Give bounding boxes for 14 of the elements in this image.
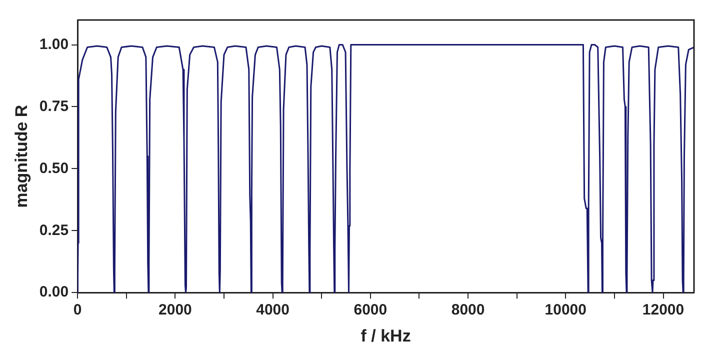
y-tick-label: 1.00 xyxy=(39,36,69,53)
y-tick-label: 0.50 xyxy=(39,160,69,177)
y-tick-label: 0.00 xyxy=(39,284,69,301)
y-axis-title: magnitude R xyxy=(12,104,31,208)
x-axis-title: f / kHz xyxy=(360,326,411,346)
x-tick-label: 4000 xyxy=(256,302,290,319)
x-tick-label: 6000 xyxy=(354,302,388,319)
x-tick-label: 8000 xyxy=(451,302,485,319)
x-tick-label: 2000 xyxy=(158,302,192,319)
x-tick-label: 10000 xyxy=(544,302,587,319)
x-tick-label: 0 xyxy=(73,302,82,319)
x-tick-label: 12000 xyxy=(642,302,684,319)
y-tick-label: 0.75 xyxy=(39,98,69,115)
y-tick-label: 0.25 xyxy=(39,222,69,239)
